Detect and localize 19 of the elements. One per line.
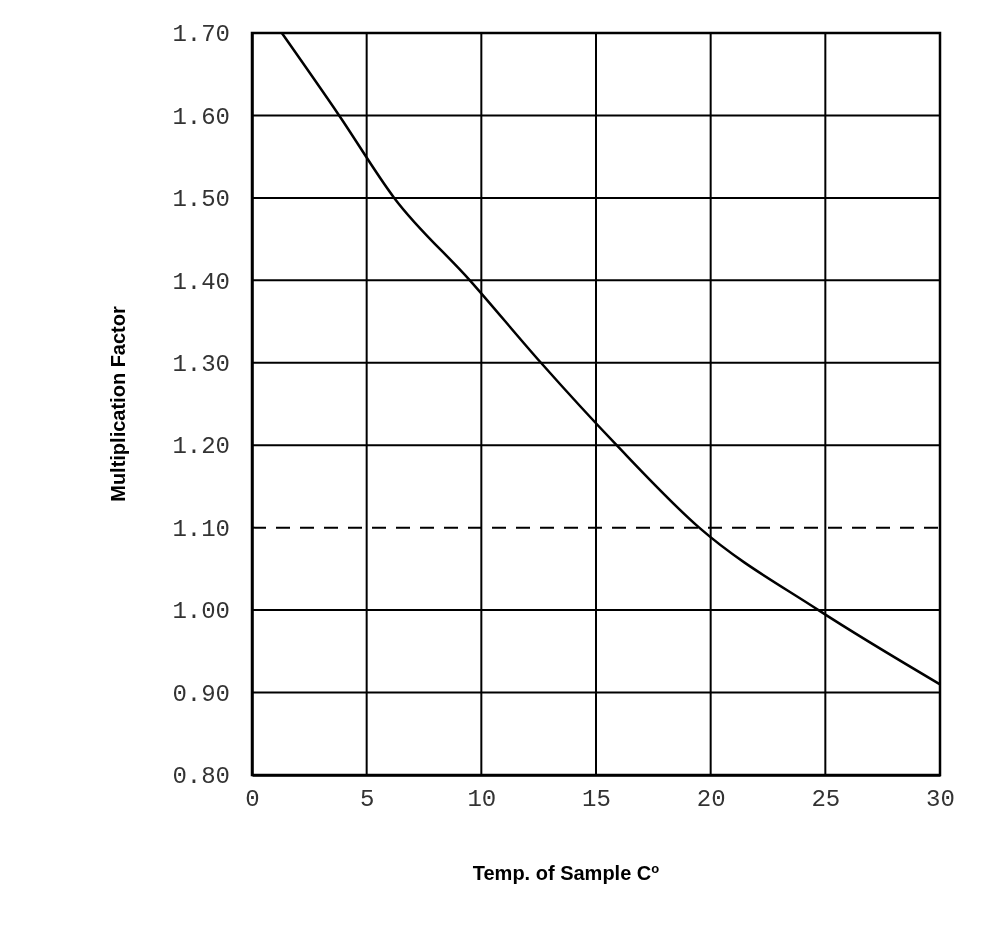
x-axis-title: Temp. of Sample C$^{o}$	[472, 860, 660, 884]
x-tick-label: 25	[811, 786, 841, 814]
y-tick-label: 1.40	[172, 268, 230, 296]
x-tick-label: 5	[359, 786, 375, 814]
x-tick-label: 20	[696, 786, 726, 814]
y-tick-label: 1.50	[172, 186, 230, 214]
y-tick-label: 1.60	[172, 103, 230, 131]
y-axis-title: Multiplication Factor	[107, 306, 129, 502]
x-tick-label: 10	[467, 786, 497, 814]
y-tick-label: 1.70	[172, 21, 230, 49]
y-tick-label: 0.80	[172, 763, 230, 791]
y-tick-label: 0.90	[172, 680, 230, 708]
y-tick-label: 1.00	[172, 598, 230, 626]
x-tick-label: 30	[926, 786, 955, 814]
y-tick-label: 1.20	[172, 433, 230, 461]
x-tick-label: 15	[582, 786, 611, 814]
x-tick-label: 0	[245, 786, 260, 814]
y-tick-label: 1.10	[172, 515, 230, 543]
y-tick-label: 1.30	[172, 350, 230, 378]
